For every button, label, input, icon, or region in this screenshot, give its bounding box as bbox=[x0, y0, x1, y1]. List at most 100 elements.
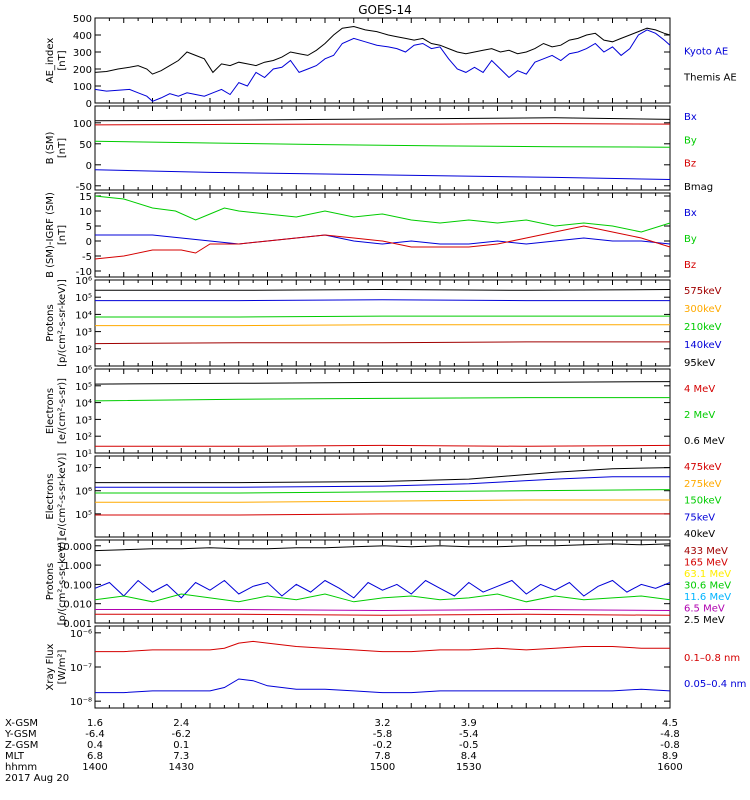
y-tick-label: -50 bbox=[76, 182, 92, 193]
panel-2: -50 0 50 100 B (SM) [nT] Bx By Bz Bmag bbox=[45, 105, 713, 193]
series-475kev bbox=[95, 513, 670, 516]
y-tick-label: 10⁴ bbox=[75, 310, 92, 321]
y-axis-label: Protons bbox=[45, 304, 56, 341]
y-tick-label: 10¹ bbox=[75, 449, 92, 460]
series-by bbox=[94, 140, 671, 148]
y-tick-label: 10.000 bbox=[57, 542, 92, 553]
panel-frame bbox=[94, 192, 671, 278]
y-axis-label: [nT] bbox=[57, 225, 68, 245]
y-axis-label: [p/(cm²-s-sr-keV)] bbox=[57, 538, 68, 626]
series-165-mev bbox=[95, 613, 671, 616]
series-40kev bbox=[95, 467, 671, 484]
y-axis-label: B (SM)-IGRF (SM) bbox=[45, 192, 56, 278]
legend-item: 150keV bbox=[684, 496, 722, 507]
series-30-6-mev bbox=[94, 593, 671, 603]
x-tick-value: -0.2 bbox=[373, 740, 393, 751]
y-axis-label: Electrons bbox=[45, 473, 56, 519]
x-tick-value: 8.4 bbox=[461, 751, 477, 762]
series-2-5-mev bbox=[94, 543, 671, 552]
y-tick-label: -10 bbox=[76, 267, 92, 278]
series-300kev bbox=[95, 324, 670, 327]
legend-item: Bx bbox=[684, 208, 697, 219]
y-tick-label: 10⁻⁷ bbox=[70, 663, 92, 674]
y-axis-label: [e/(cm²-s-sr-keV)] bbox=[57, 453, 68, 541]
x-tick-value: 4.5 bbox=[662, 718, 678, 729]
y-tick-label: 0.100 bbox=[63, 580, 92, 591]
series-bx bbox=[94, 169, 671, 180]
y-tick-label: 500 bbox=[73, 14, 92, 25]
x-tick-value: -6.4 bbox=[85, 729, 105, 740]
panel-frame bbox=[94, 625, 671, 709]
series-themis-ae bbox=[94, 25, 671, 75]
y-axis-label: [nT] bbox=[57, 138, 68, 158]
x-tick-value: 3.2 bbox=[375, 718, 391, 729]
series-by bbox=[94, 195, 671, 233]
panel-frame bbox=[94, 279, 671, 367]
y-tick-label: 1.000 bbox=[63, 561, 92, 572]
y-tick-label: 0.001 bbox=[63, 619, 92, 630]
y-tick-label: 300 bbox=[73, 48, 92, 59]
legend-item: 165 MeV bbox=[684, 558, 728, 569]
y-tick-label: 10⁻⁶ bbox=[70, 629, 92, 640]
panel-5: 10¹ 10² 10³ 10⁴ 10⁵ 10⁶ Electrons [e/(cm²-s-sr)… bbox=[45, 365, 725, 460]
y-tick-label: 0 bbox=[86, 161, 92, 172]
series-0-05-0-4-nm bbox=[95, 678, 671, 694]
series-bz bbox=[94, 225, 671, 260]
legend-item: 75keV bbox=[684, 512, 715, 523]
series-275kev bbox=[95, 499, 670, 503]
legend-item: Kyoto AE bbox=[684, 47, 728, 58]
legend-item: 0.1–0.8 nm bbox=[684, 653, 740, 664]
x-tick-value: -0.8 bbox=[660, 740, 680, 751]
series-2-mev bbox=[94, 397, 670, 402]
x-tick-value: 0.4 bbox=[87, 740, 103, 751]
series-75kev bbox=[95, 476, 670, 488]
y-axis-label: Protons bbox=[45, 563, 56, 600]
y-tick-label: 10³ bbox=[75, 415, 92, 426]
legend-item: 30.6 MeV bbox=[684, 581, 731, 592]
legend-item: 475keV bbox=[684, 462, 722, 473]
legend-item: Themis AE bbox=[683, 73, 737, 84]
x-row-label: X-GSM bbox=[5, 718, 38, 729]
legend-item: Bz bbox=[684, 260, 696, 271]
y-tick-label: 10⁵ bbox=[75, 510, 92, 521]
legend-item: 0.05–0.4 nm bbox=[684, 679, 746, 690]
panel-frame bbox=[94, 17, 671, 104]
y-axis-label: Xray Flux bbox=[45, 643, 56, 690]
x-row-label: Y-GSM bbox=[4, 729, 37, 740]
legend-item: 95keV bbox=[684, 358, 715, 369]
series-bx bbox=[95, 234, 671, 245]
y-tick-label: 10⁶ bbox=[75, 276, 92, 287]
series-6-5-mev bbox=[95, 608, 671, 612]
x-tick-value: -4.8 bbox=[660, 729, 680, 740]
legend-item: Bx bbox=[684, 112, 697, 123]
series-bz bbox=[94, 123, 671, 126]
y-axis-label: Electrons bbox=[45, 388, 56, 434]
panel-frame bbox=[94, 455, 671, 538]
y-tick-label: 15 bbox=[79, 192, 92, 203]
y-tick-label: 5 bbox=[86, 222, 92, 233]
legend-item: 300keV bbox=[684, 304, 722, 315]
legend-item: 40keV bbox=[684, 529, 715, 540]
y-tick-label: 10² bbox=[75, 345, 92, 356]
y-axis-label: [W/m²] bbox=[57, 649, 68, 684]
y-tick-label: 100 bbox=[73, 82, 92, 93]
legend-item: 210keV bbox=[684, 322, 722, 333]
y-axis-label: [nT] bbox=[57, 50, 68, 70]
panel-1: 0 100 200 300 400 500 AE_index [nT] Kyoto AE Them… bbox=[45, 14, 737, 110]
legend-item: 11.6 MeV bbox=[684, 592, 731, 603]
x-tick-value: 1430 bbox=[169, 762, 194, 773]
x-tick-value: 0.1 bbox=[173, 740, 189, 751]
y-tick-label: 50 bbox=[79, 140, 92, 151]
y-tick-label: 10² bbox=[75, 432, 92, 443]
x-tick-value: 1530 bbox=[456, 762, 481, 773]
x-tick-value: -6.2 bbox=[171, 729, 191, 740]
y-tick-label: 10⁵ bbox=[75, 293, 92, 304]
y-tick-label: 200 bbox=[73, 65, 92, 76]
y-tick-label: 10⁶ bbox=[75, 365, 92, 376]
series-140kev bbox=[95, 299, 670, 302]
x-tick-value: 1400 bbox=[82, 762, 107, 773]
y-tick-label: 10⁵ bbox=[75, 382, 92, 393]
x-tick-value: 1600 bbox=[657, 762, 682, 773]
series-0-1-0-8-nm bbox=[95, 640, 670, 653]
